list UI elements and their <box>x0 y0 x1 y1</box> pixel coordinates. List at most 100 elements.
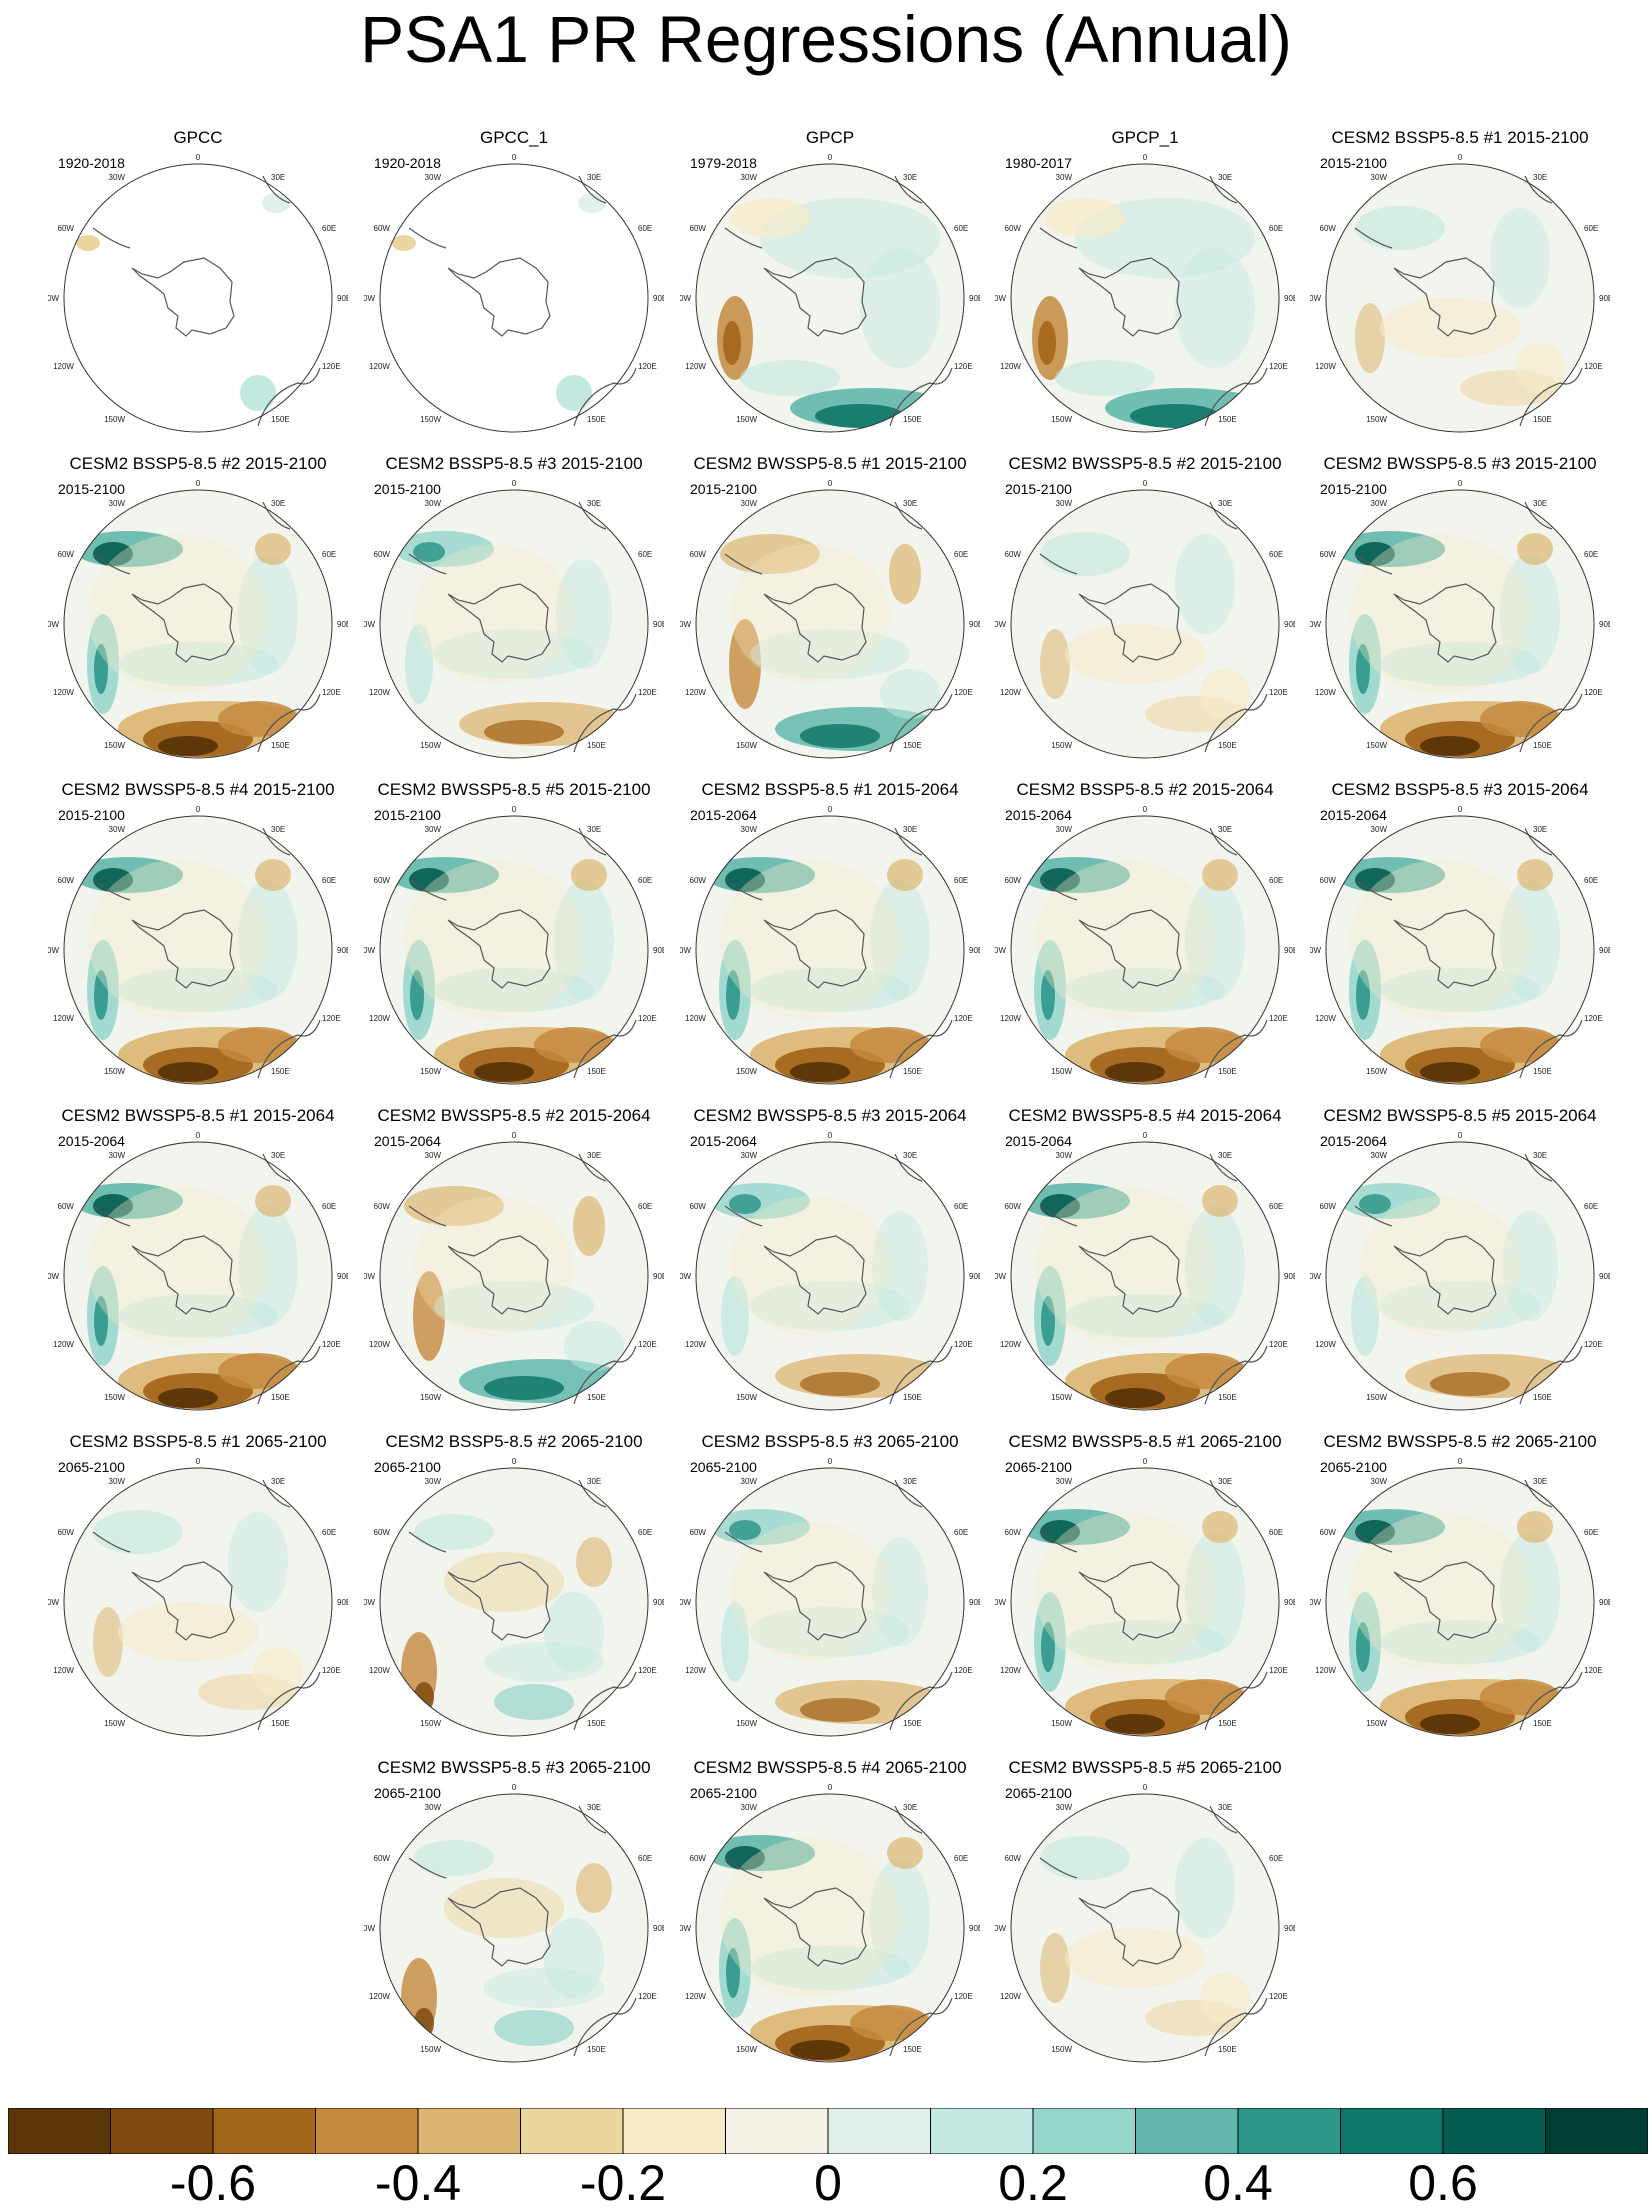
longitude-label: 150E <box>903 741 922 750</box>
longitude-label: 120E <box>322 1340 341 1349</box>
precip-anomaly-region <box>1356 970 1370 1020</box>
longitude-label: 150W <box>420 1719 441 1728</box>
longitude-label: 90W <box>995 1272 1006 1281</box>
panel-title: CESM2 BSSP5-8.5 #1 2015-2100 <box>1331 128 1589 147</box>
precip-anomaly-region <box>413 542 445 562</box>
longitude-label: 30W <box>1056 173 1073 182</box>
precip-anomaly-region <box>158 1388 218 1408</box>
precip-anomaly-region <box>1517 1511 1553 1543</box>
australia-coastline <box>889 1997 953 2057</box>
antarctica-coastline <box>1393 257 1497 337</box>
precip-anomaly-region <box>1380 298 1520 358</box>
longitude-label: 90E <box>653 620 664 629</box>
africa-coastline <box>1209 501 1238 530</box>
precip-anomaly-region <box>725 868 765 892</box>
antarctica-coastline <box>763 257 867 337</box>
precip-anomaly-region <box>1202 1185 1238 1217</box>
africa-coastline <box>262 1153 291 1182</box>
map-panel: 0 30E 60E 90E 120E 150E 180 150W 120W 90W 60W 30W CE… <box>995 1432 1295 1742</box>
polar-map: 0 30E 60E 90E 120E 150E 180 150W 120W 90W 60W 30W <box>364 1457 664 1742</box>
longitude-label: 90W <box>680 294 691 303</box>
longitude-label: 150W <box>1366 1067 1387 1076</box>
longitude-label: 150E <box>903 1393 922 1402</box>
antarctica-coastline <box>1078 1235 1182 1315</box>
longitude-label: 0 <box>196 153 201 162</box>
panel-period: 2015-2064 <box>1320 807 1387 823</box>
precip-anomaly-region <box>409 868 449 892</box>
precip-anomaly-region <box>414 1840 494 1876</box>
longitude-label: 30E <box>903 1477 917 1486</box>
longitude-label: 30E <box>1218 825 1232 834</box>
longitude-label: 180 <box>507 763 521 764</box>
longitude-label: 150E <box>271 415 290 424</box>
longitude-label: 60W <box>1320 1202 1337 1211</box>
longitude-label: 120W <box>1315 688 1336 697</box>
map-border <box>63 163 333 433</box>
antarctica-coastline <box>447 257 551 337</box>
longitude-label: 150E <box>903 415 922 424</box>
longitude-label: 90E <box>653 1598 664 1607</box>
polar-map: 0 30E 60E 90E 120E 150E 180 150W 120W 90W 60W 30W <box>364 805 664 1090</box>
panel-period: 2015-2064 <box>1005 1133 1072 1149</box>
longitude-label: 60W <box>374 550 391 559</box>
precip-anomaly-region <box>414 1514 494 1550</box>
longitude-label: 150W <box>1366 1719 1387 1728</box>
panel-period: 1980-2017 <box>1005 155 1072 171</box>
precip-anomaly-region <box>860 248 940 368</box>
panel-title: CESM2 BWSSP5-8.5 #5 2015-2100 <box>377 780 651 799</box>
longitude-label: 60E <box>954 224 968 233</box>
africa-coastline <box>894 1153 923 1182</box>
australia-coastline <box>1519 1019 1583 1079</box>
colorbar-tick-label: 0.2 <box>998 2155 1068 2211</box>
longitude-label: 0 <box>196 1131 201 1140</box>
longitude-label: 30W <box>425 1803 442 1812</box>
map-border <box>1010 489 1280 759</box>
longitude-label: 30W <box>425 1477 442 1486</box>
longitude-label: 0 <box>1143 1783 1148 1792</box>
south-america-coastline <box>1039 227 1078 249</box>
precip-anomaly-region <box>404 1186 504 1226</box>
panel-title: CESM2 BSSP5-8.5 #1 2065-2100 <box>69 1432 327 1451</box>
australia-coastline <box>1519 367 1583 427</box>
polar-map: 0 30E 60E 90E 120E 150E 180 150W 120W 90W 60W 30W <box>48 1457 348 1742</box>
longitude-label: 30E <box>1218 499 1232 508</box>
antarctica-coastline <box>1078 1561 1182 1641</box>
longitude-label: 120E <box>322 688 341 697</box>
panel-period: 2015-2100 <box>1320 155 1387 171</box>
precip-anomaly-region <box>238 554 298 674</box>
longitude-label: 120W <box>1315 1340 1336 1349</box>
colorbar-labels: -0.6 -0.4 -0.2 0 0.2 0.4 0.6 <box>0 2155 1652 2211</box>
longitude-label: 150W <box>1366 741 1387 750</box>
longitude-label: 150E <box>1218 1067 1237 1076</box>
antarctica-coastline <box>447 1235 551 1315</box>
longitude-label: 120E <box>954 688 973 697</box>
longitude-label: 60W <box>374 876 391 885</box>
longitude-label: 60E <box>1584 876 1598 885</box>
longitude-label: 120W <box>369 1992 390 2001</box>
longitude-label: 180 <box>191 1415 205 1416</box>
longitude-label: 120W <box>53 1666 74 1675</box>
antarctica-coastline <box>447 1561 551 1641</box>
longitude-label: 180 <box>823 1415 837 1416</box>
precip-anomaly-region <box>889 544 921 604</box>
map-border <box>695 163 965 433</box>
polar-map: 0 30E 60E 90E 120E 150E 180 150W 120W 90W 60W 30W <box>1310 153 1610 438</box>
longitude-label: 120E <box>1269 688 1288 697</box>
longitude-label: 30W <box>109 499 126 508</box>
precip-anomaly-region <box>815 404 905 428</box>
colorbar-swatch <box>1032 2108 1136 2154</box>
map-panel: 0 30E 60E 90E 120E 150E 180 150W 120W 90W 60W 30W CE… <box>364 454 664 764</box>
map-panel: 0 30E 60E 90E 120E 150E 180 150W 120W 90W 60W 30W GP… <box>364 128 664 438</box>
longitude-label: 0 <box>512 1783 517 1792</box>
map-border <box>1010 1467 1280 1737</box>
land-data-region <box>76 235 100 251</box>
panel-title: CESM2 BSSP5-8.5 #3 2065-2100 <box>701 1432 959 1451</box>
map-panel: 0 30E 60E 90E 120E 150E 180 150W 120W 90W 60W 30W CE… <box>364 1106 664 1416</box>
longitude-label: 60E <box>638 1528 652 1537</box>
longitude-label: 150W <box>1051 2045 1072 2054</box>
precip-anomaly-region <box>118 968 278 1012</box>
precip-anomaly-region <box>94 1296 108 1346</box>
polar-map: 0 30E 60E 90E 120E 150E 180 150W 120W 90W 60W 30W <box>1310 1131 1610 1416</box>
longitude-label: 120W <box>53 688 74 697</box>
colorbar-swatch <box>725 2108 829 2154</box>
